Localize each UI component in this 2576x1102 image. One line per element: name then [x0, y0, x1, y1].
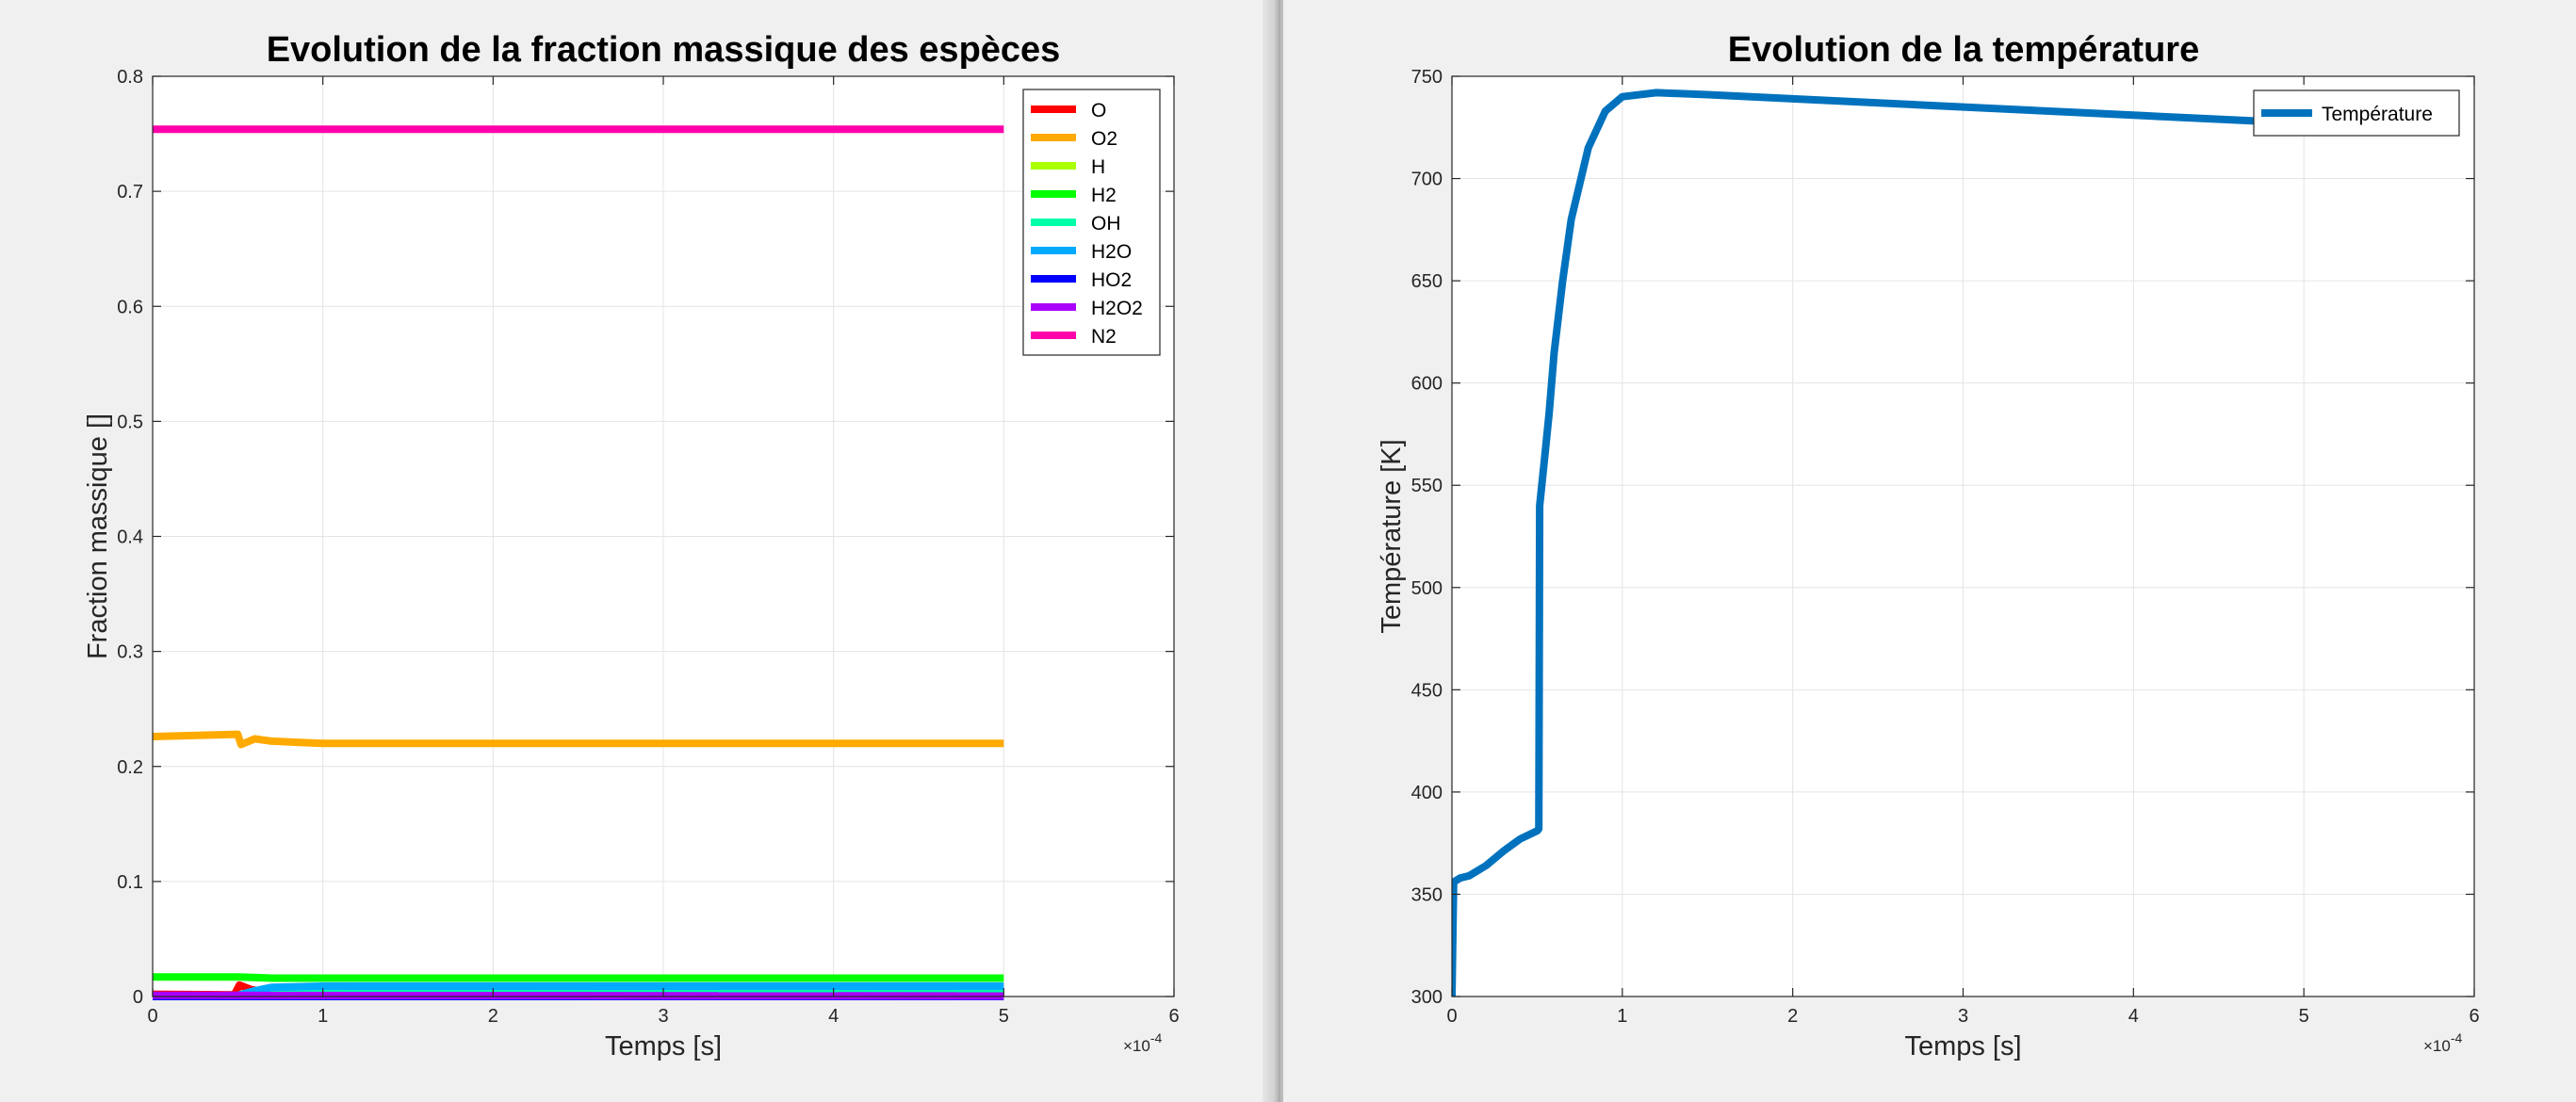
x-tick-label: 0 — [1446, 1006, 1457, 1027]
legend-label-o: O — [1091, 100, 1106, 122]
y-tick-label: 300 — [1411, 987, 1443, 1008]
y-tick-label: 400 — [1411, 783, 1443, 803]
x-exponent-power: -4 — [1150, 1030, 1163, 1045]
x-axis-label: Temps [s] — [1904, 1031, 2021, 1061]
x-tick-label: 1 — [318, 1006, 328, 1027]
x-tick-label: 3 — [1958, 1006, 1968, 1027]
legend: O O2 H H2 OH H2O HO2 H2O2 N2 — [1022, 89, 1161, 356]
legend-label-ho2: HO2 — [1091, 269, 1132, 291]
x-exponent-label: ×10-4 — [2423, 1030, 2463, 1055]
y-tick-label: 0.4 — [117, 527, 143, 548]
y-tick-label: 0.8 — [117, 67, 143, 88]
chart-title: Evolution de la fraction massique des es… — [267, 30, 1061, 70]
x-tick-label: 6 — [1168, 1006, 1179, 1027]
y-tick-label: 450 — [1411, 680, 1443, 701]
x-tick-label: 1 — [1617, 1006, 1627, 1027]
legend-label-h: H — [1091, 156, 1105, 178]
y-tick-label: 0.1 — [117, 872, 143, 893]
y-tick-label: 0.6 — [117, 297, 143, 317]
y-tick-label: 600 — [1411, 374, 1443, 395]
x-tick-label: 4 — [828, 1006, 839, 1027]
series-line-h2 — [153, 973, 1004, 982]
y-tick-label: 700 — [1411, 170, 1443, 190]
window-divider-edge — [1280, 0, 1283, 1102]
y-tick-label: 750 — [1411, 67, 1443, 88]
legend-label-h2o2: H2O2 — [1091, 298, 1143, 319]
x-tick-label: 5 — [999, 1006, 1009, 1027]
chart-title: Evolution de la température — [1728, 30, 2199, 70]
x-tick-label: 2 — [1787, 1006, 1798, 1027]
x-exponent-power: -4 — [2451, 1030, 2463, 1045]
legend-label-température: Température — [2322, 104, 2433, 125]
y-tick-label: 500 — [1411, 578, 1443, 599]
x-tick-label: 3 — [658, 1006, 668, 1027]
y-tick-label: 550 — [1411, 476, 1443, 496]
x-tick-label: 6 — [2469, 1006, 2479, 1027]
x-tick-label: 5 — [2299, 1006, 2309, 1027]
x-tick-label: 4 — [2128, 1006, 2139, 1027]
legend-label-oh: OH — [1091, 213, 1121, 235]
y-tick-label: 650 — [1411, 271, 1443, 292]
series-line-o2 — [153, 730, 1004, 749]
y-tick-label: 0.2 — [117, 757, 143, 778]
series-group — [1452, 89, 2305, 997]
x-exponent-label: ×10-4 — [1123, 1030, 1163, 1055]
species-mass-fraction-chart: 0 1 2 3 4 5 6 0 0.1 0.2 0.3 0.4 0.5 0.6 0.7 0.8 ×10-4 Evo… — [83, 30, 1180, 1061]
x-axis-label: Temps [s] — [605, 1031, 722, 1061]
legend: Température — [2253, 89, 2460, 137]
legend-label-h2: H2 — [1091, 185, 1117, 206]
legend-label-n2: N2 — [1091, 326, 1117, 348]
legend-label-h2o: H2O — [1091, 241, 1132, 263]
y-tick-label: 0.3 — [117, 642, 143, 663]
y-tick-label: 0 — [133, 987, 143, 1008]
right-figure-window: 0 1 2 3 4 5 6 300 350 400 450 500 550 600 650 700 750 ×10… — [1283, 0, 2576, 1102]
x-exponent-base: ×10 — [2423, 1037, 2451, 1055]
window-divider — [1263, 0, 1283, 1102]
y-axis-label: Fraction massique [] — [83, 413, 113, 659]
temperature-chart: 0 1 2 3 4 5 6 300 350 400 450 500 550 600 650 700 750 ×10… — [1377, 30, 2480, 1061]
x-exponent-base: ×10 — [1123, 1037, 1150, 1055]
y-tick-label: 350 — [1411, 884, 1443, 905]
x-tick-label: 0 — [147, 1006, 157, 1027]
x-tick-label: 2 — [488, 1006, 498, 1027]
legend-label-o2: O2 — [1091, 128, 1117, 150]
y-tick-label: 0.7 — [117, 182, 143, 203]
series-line-température — [1452, 89, 2305, 997]
series-line-h2o2 — [153, 991, 1004, 1000]
left-figure-window: 0 1 2 3 4 5 6 0 0.1 0.2 0.3 0.4 0.5 0.6 0.7 0.8 ×10-4 Evo… — [0, 0, 1278, 1102]
y-tick-label: 0.5 — [117, 412, 143, 432]
y-axis-label: Température [K] — [1377, 439, 1407, 633]
